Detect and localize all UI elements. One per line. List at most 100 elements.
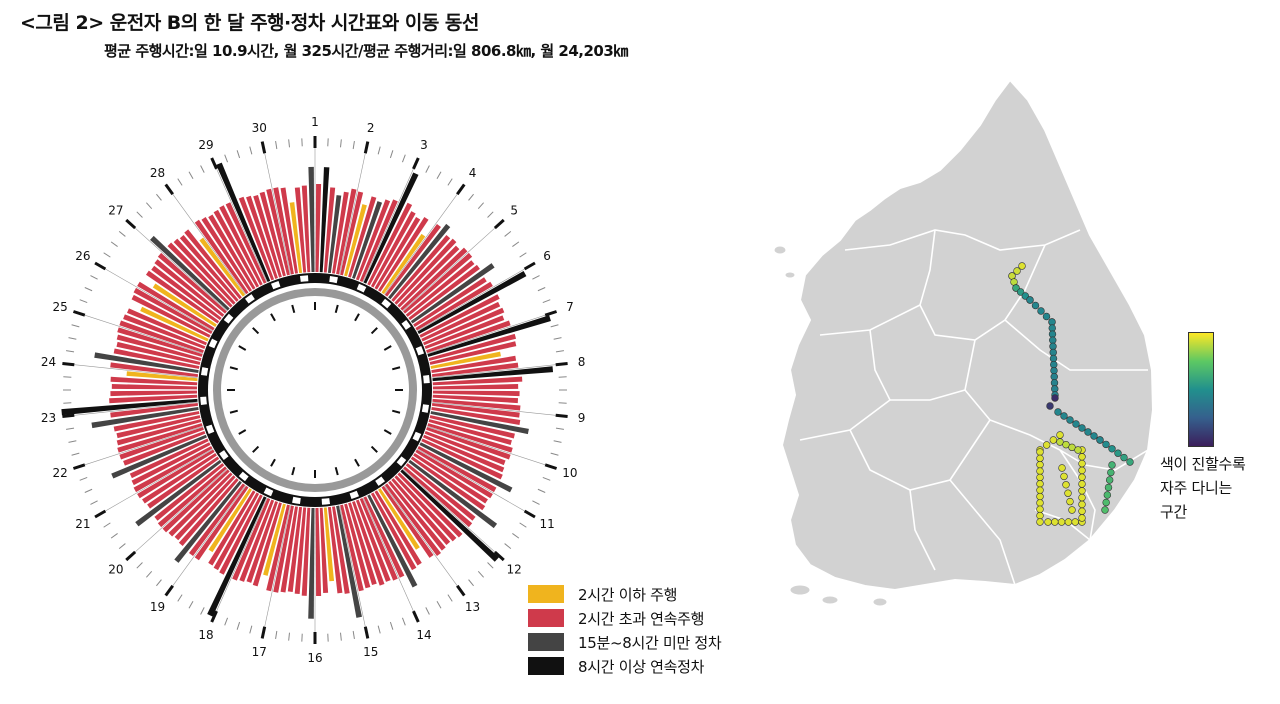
day-guide [172, 485, 246, 586]
route-dot [1042, 312, 1051, 321]
day-label: 17 [252, 645, 267, 659]
schedule-bar [319, 507, 329, 594]
inner-ring-gap [205, 424, 215, 435]
route-dot [1031, 301, 1040, 310]
legend-swatch-short-drive [528, 585, 564, 603]
schedule-bar [137, 449, 215, 499]
schedule-bar [110, 376, 198, 386]
minor-tick [340, 632, 342, 641]
route-dots [1008, 262, 1134, 526]
inner-ring-gap [356, 283, 367, 293]
minor-tick [177, 594, 183, 602]
schedule-bar [419, 442, 513, 493]
schedule-bar [315, 183, 322, 273]
schedule-bar [145, 270, 220, 324]
schedule-bar [421, 438, 503, 480]
schedule-bar [348, 502, 377, 586]
chart-title: <그림 2> 운전자 B의 한 달 주행·정차 시간표와 이동 동선 [20, 12, 479, 34]
schedule-bar [116, 334, 202, 361]
day-tick [164, 584, 174, 597]
schedule-bar [431, 355, 517, 373]
route-dot [1107, 468, 1115, 477]
minor-tick [79, 476, 88, 481]
minor-tick [156, 193, 162, 201]
schedule-bar [133, 445, 213, 493]
schedule-bar [336, 188, 357, 275]
schedule-bar [131, 442, 211, 486]
schedule-bar [225, 202, 267, 284]
minor-tick [79, 299, 88, 304]
schedule-bar [426, 427, 511, 460]
day-tick [62, 413, 75, 419]
route-dot [1103, 491, 1112, 499]
route-dot [1036, 448, 1044, 456]
minor-tick [512, 241, 520, 247]
hour-tick [392, 409, 401, 414]
schedule-bar [208, 488, 252, 553]
day-tick [94, 261, 107, 271]
route-dot [1036, 505, 1044, 513]
schedule-bar [432, 398, 521, 411]
schedule-bar [116, 415, 201, 439]
route-dot [1058, 464, 1066, 472]
schedule-bar [253, 194, 282, 278]
inner-ring-grey [213, 288, 417, 492]
minor-tick [110, 533, 118, 539]
day-label: 21 [75, 517, 90, 531]
minor-tick [90, 500, 98, 505]
legend-label-short-drive: 2시간 이하 주행 [578, 585, 678, 604]
inner-ring-gap [200, 367, 209, 376]
schedule-bar [294, 507, 307, 595]
route-dot [1072, 420, 1080, 428]
schedule-bar [355, 199, 391, 281]
schedule-bar [252, 502, 282, 587]
day-tick [72, 310, 86, 317]
day-guide [427, 314, 546, 354]
schedule-bar [405, 463, 476, 521]
legend-swatch-short-stop [528, 633, 564, 651]
route-dot [1078, 487, 1086, 495]
day-label: 14 [416, 628, 431, 642]
schedule-bar [400, 247, 468, 311]
schedule-bar [184, 229, 242, 300]
day-label: 20 [108, 562, 123, 576]
minor-tick [555, 350, 564, 353]
minor-tick [275, 630, 278, 639]
day-guide [74, 402, 198, 416]
route-dot [1036, 454, 1044, 463]
minor-tick [352, 630, 355, 639]
schedule-bar [432, 383, 519, 390]
day-tick [125, 218, 137, 230]
legend-label-long-stop: 8시간 이상 연속정차 [578, 657, 705, 676]
day-label: 26 [75, 249, 90, 263]
korea-route-map [773, 78, 1155, 607]
inner-ring-gap [375, 476, 386, 486]
day-tick [493, 550, 505, 562]
route-dot [1068, 443, 1076, 452]
schedule-bar [381, 233, 426, 295]
day-guide [84, 426, 203, 466]
route-dot [1046, 402, 1054, 410]
minor-tick [177, 178, 183, 186]
schedule-bar [157, 252, 227, 314]
schedule-bar [154, 259, 225, 317]
route-dot [1078, 500, 1086, 509]
schedule-bar [219, 205, 263, 286]
day-label: 8 [578, 355, 586, 369]
schedule-bar [133, 287, 213, 335]
route-dot [1064, 518, 1073, 526]
schedule-bar [111, 434, 207, 479]
schedule-bar [280, 187, 298, 274]
route-dot [1036, 486, 1044, 494]
day-label: 4 [469, 166, 477, 180]
minor-tick [340, 139, 342, 148]
schedule-bar [410, 456, 486, 511]
inner-ring-gap [292, 496, 301, 505]
schedule-bar [119, 320, 204, 353]
inner-ring-dark [198, 273, 432, 507]
schedule-bar [429, 415, 515, 439]
day-guide [362, 497, 414, 612]
route-dot [1049, 348, 1057, 357]
hour-tick [334, 304, 339, 313]
minor-tick [504, 543, 512, 549]
